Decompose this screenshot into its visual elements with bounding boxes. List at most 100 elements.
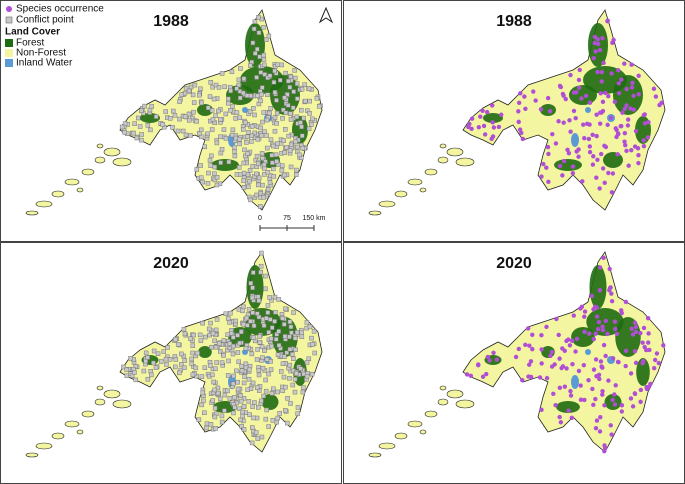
conflict-point	[264, 37, 269, 42]
species-point	[647, 347, 652, 353]
species-point	[516, 119, 521, 125]
conflict-point	[251, 26, 257, 32]
species-point	[568, 72, 573, 78]
island	[437, 398, 449, 406]
species-point	[557, 163, 563, 169]
species-point	[594, 133, 599, 139]
species-point	[490, 103, 495, 108]
legend-swatch	[5, 49, 13, 57]
species-point	[571, 313, 576, 318]
conflict-point	[284, 350, 290, 355]
species-point	[551, 391, 556, 397]
species-point	[591, 336, 597, 342]
conflict-point	[246, 307, 252, 312]
conflict-point	[310, 116, 315, 122]
species-point	[596, 41, 601, 47]
conflict-point	[223, 311, 229, 316]
species-point	[569, 415, 575, 420]
conflict-point	[231, 335, 236, 340]
species-point	[629, 62, 634, 67]
conflict-point	[188, 336, 193, 341]
conflict-point	[282, 172, 287, 178]
conflict-point	[198, 86, 203, 92]
species-point	[598, 359, 604, 364]
species-point	[577, 85, 582, 90]
conflict-point	[282, 334, 288, 339]
conflict-point	[188, 133, 193, 138]
conflict-point	[153, 114, 159, 119]
conflict-point	[142, 103, 147, 109]
species-point	[520, 136, 526, 142]
conflict-point	[214, 360, 219, 365]
conflict-point	[245, 387, 250, 393]
conflict-point	[265, 303, 271, 308]
conflict-point	[230, 343, 236, 349]
species-point	[593, 331, 598, 336]
species-point	[624, 86, 629, 92]
species-point	[610, 356, 616, 361]
conflict-point	[236, 359, 241, 365]
conflict-point	[302, 82, 307, 87]
species-point	[580, 179, 585, 184]
species-point	[633, 324, 639, 330]
conflict-point	[189, 356, 194, 362]
species-point	[597, 265, 603, 270]
conflict-point	[179, 92, 184, 97]
conflict-point	[207, 158, 213, 163]
conflict-point	[250, 40, 256, 46]
conflict-point	[246, 399, 252, 404]
conflict-point	[214, 317, 220, 322]
conflict-point	[160, 122, 165, 127]
species-point	[526, 374, 531, 379]
species-point	[587, 149, 593, 155]
island	[94, 398, 106, 406]
conflict-point	[246, 130, 251, 135]
conflict-point	[250, 163, 256, 169]
conflict-point	[261, 323, 267, 328]
conflict-point	[233, 135, 239, 141]
species-point	[561, 120, 566, 125]
species-point	[516, 100, 522, 106]
conflict-point	[259, 133, 264, 138]
species-point	[523, 106, 528, 111]
island	[51, 190, 65, 198]
species-point	[490, 134, 496, 139]
conflict-point	[259, 398, 264, 404]
species-point	[605, 331, 610, 337]
forest-patch	[198, 346, 212, 358]
forest-patch	[603, 152, 623, 168]
conflict-point	[128, 356, 133, 361]
species-point	[642, 344, 647, 350]
conflict-point	[260, 182, 265, 188]
species-point	[600, 327, 606, 333]
conflict-point	[211, 379, 216, 385]
species-point	[629, 326, 634, 332]
conflict-point	[196, 417, 202, 422]
species-point	[618, 123, 623, 129]
north-arrow	[318, 6, 334, 24]
conflict-point	[243, 361, 249, 367]
conflict-point	[149, 104, 154, 109]
conflict-point	[197, 332, 203, 338]
conflict-point	[237, 141, 242, 147]
species-point	[587, 144, 593, 149]
conflict-point	[291, 356, 296, 361]
species-point	[595, 69, 600, 75]
conflict-point	[274, 121, 279, 126]
conflict-point	[190, 343, 196, 349]
conflict-point	[236, 165, 242, 170]
species-point	[591, 56, 596, 61]
panel-title: 2020	[496, 255, 532, 272]
species-point	[629, 148, 634, 153]
species-point	[586, 378, 591, 383]
species-point	[586, 136, 592, 142]
species-point	[601, 342, 607, 348]
species-point	[570, 164, 576, 169]
conflict-point	[269, 391, 275, 396]
conflict-point	[294, 144, 300, 150]
conflict-point	[232, 145, 237, 150]
conflict-point	[267, 295, 272, 300]
species-point	[591, 367, 597, 372]
scale-bar: 0 75 150 km	[258, 215, 326, 231]
conflict-point	[171, 108, 176, 114]
